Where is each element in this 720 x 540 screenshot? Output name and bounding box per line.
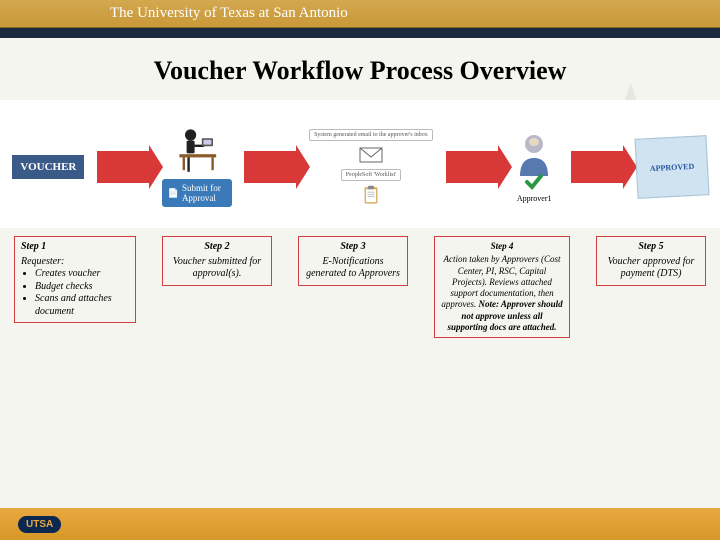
envelope-icon (359, 145, 383, 165)
step-4-title: Step 4 (441, 241, 563, 252)
utsa-badge: UTSA (18, 516, 61, 533)
step-1-b3: Scans and attaches document (35, 293, 129, 318)
step-4-box: Step 4 Action taken by Approvers (Cost C… (434, 236, 570, 338)
step-3-title: Step 3 (305, 241, 401, 254)
document-icon: 📄 (168, 188, 179, 199)
page-title: Voucher Workflow Process Overview (0, 56, 720, 86)
clipboard-icon (359, 185, 383, 205)
footer-bar: UTSA (0, 508, 720, 540)
step-2-title: Step 2 (169, 241, 265, 254)
notification-stack: System generated email to the approver's… (309, 129, 433, 205)
approved-text: APPROVED (649, 161, 694, 172)
submit-for-approval-button[interactable]: 📄 Submit for Approval (162, 179, 232, 207)
step-3-body: E-Notifications generated to Approvers (306, 256, 400, 280)
header-bar: The University of Texas at San Antonio (0, 0, 720, 28)
step-1-b1: Creates voucher (35, 268, 129, 281)
step-2-body: Voucher submitted for approval(s). (173, 256, 261, 280)
approver-figure: Approver1 (510, 132, 558, 203)
step-2-box: Step 2 Voucher submitted for approval(s)… (162, 236, 272, 286)
step-3-box: Step 3 E-Notifications generated to Appr… (298, 236, 408, 286)
header-dark-strip (0, 28, 720, 38)
approved-stamp: APPROVED (634, 135, 709, 199)
voucher-label: VOUCHER (20, 161, 76, 173)
checkmark-icon (524, 172, 544, 192)
worklist-card: PeopleSoft 'Worklist' (341, 169, 402, 181)
voucher-card: VOUCHER (12, 155, 84, 179)
submit-label: Submit for Approval (182, 183, 226, 203)
requester-figure: 📄 Submit for Approval (162, 127, 232, 207)
step-1-list: Creates voucher Budget checks Scans and … (21, 268, 129, 318)
step-1-box: Step 1 Requester: Creates voucher Budget… (14, 236, 136, 323)
university-name: The University of Texas at San Antonio (110, 5, 348, 22)
arrow-icon (97, 151, 149, 183)
arrow-icon (571, 151, 623, 183)
step-1-b2: Budget checks (35, 281, 129, 294)
email-card: System generated email to the approver's… (309, 129, 433, 141)
arrow-icon (446, 151, 498, 183)
approver-label: Approver1 (517, 194, 552, 203)
step-1-title: Step 1 (21, 241, 129, 254)
flow-diagram: VOUCHER 📄 Submit for Approval Syst (0, 100, 720, 228)
steps-row: Step 1 Requester: Creates voucher Budget… (0, 228, 720, 338)
flow-row: VOUCHER 📄 Submit for Approval Syst (6, 112, 714, 222)
person-at-desk-icon (167, 127, 227, 175)
step-1-requester: Requester: (21, 256, 129, 269)
arrow-icon (244, 151, 296, 183)
step-5-title: Step 5 (603, 241, 699, 254)
step-5-body: Voucher approved for payment (DTS) (608, 256, 695, 280)
step-5-box: Step 5 Voucher approved for payment (DTS… (596, 236, 706, 286)
